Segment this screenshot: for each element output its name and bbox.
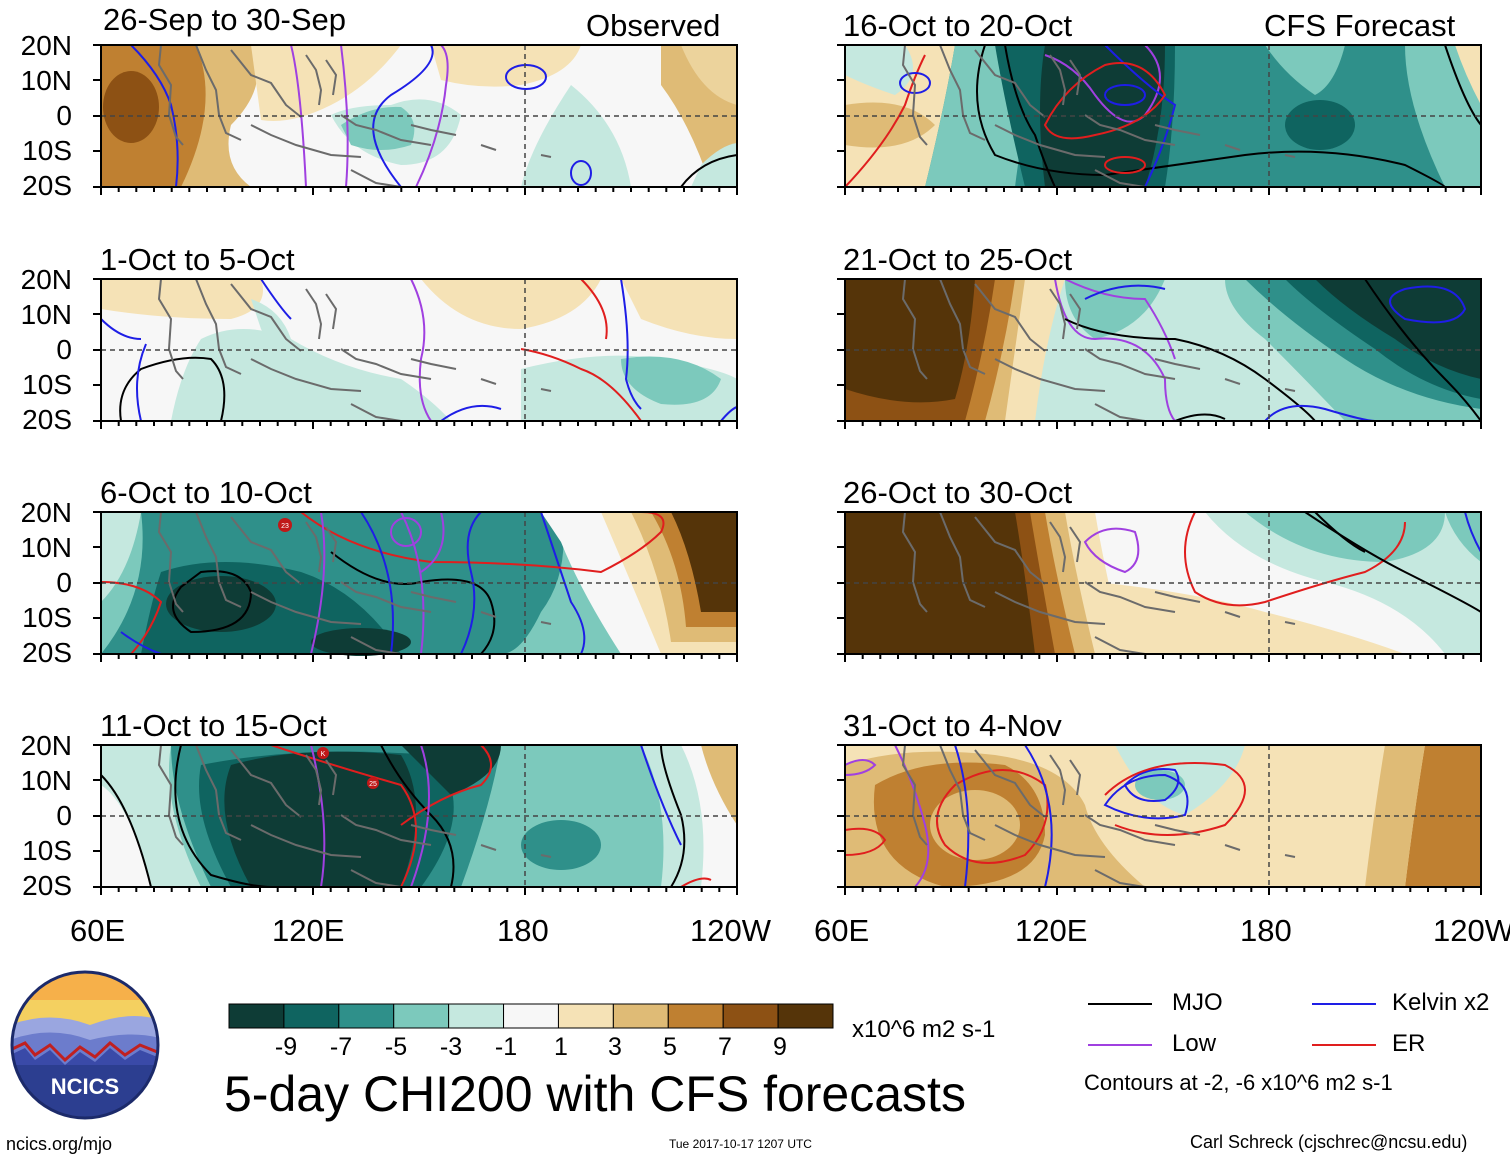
panel-2 [92, 278, 738, 430]
logo-text: NCICS [51, 1074, 119, 1099]
lon-label: 120E [272, 913, 345, 948]
legend-label: Kelvin x2 [1392, 989, 1490, 1016]
forecast-tag: CFS Forecast [1264, 8, 1456, 43]
colorbar-label: -9 [274, 1033, 298, 1061]
credit: Carl Schreck (cjschrec@ncsu.edu) [1190, 1132, 1468, 1152]
lat-label: 10S [22, 835, 72, 866]
panel-title: 21-Oct to 25-Oct [843, 242, 1073, 277]
colorbar-cell [393, 1003, 450, 1029]
lat-label: 10N [20, 65, 72, 96]
er-line-icon [1312, 1044, 1376, 1046]
legend-label: Low [1172, 1030, 1217, 1057]
colorbar-cell [228, 1003, 285, 1029]
low-line-icon [1088, 1044, 1152, 1046]
lat-label: 20N [20, 730, 72, 761]
colorbar-units: x10^6 m2 s-1 [852, 1016, 996, 1043]
main-title: 5-day CHI200 with CFS forecasts [224, 1066, 966, 1122]
lat-label: 20S [22, 404, 72, 435]
lat-label: 0 [56, 567, 72, 598]
lat-label: 0 [56, 100, 72, 131]
lat-label: 20N [20, 30, 72, 61]
panel-title: 31-Oct to 4-Nov [843, 708, 1062, 743]
lat-label: 10S [22, 602, 72, 633]
mjo-line-icon [1088, 1003, 1152, 1005]
legend-label: ER [1392, 1030, 1426, 1057]
lat-label: 20N [20, 264, 72, 295]
svg-text:K: K [321, 751, 326, 758]
colorbar-label: 7 [718, 1033, 732, 1061]
colorbar-cell [448, 1003, 505, 1029]
lon-label: 60E [814, 913, 870, 948]
lat-label: 10N [20, 765, 72, 796]
colorbar-cell [777, 1003, 834, 1029]
panel-title: 1-Oct to 5-Oct [100, 242, 295, 277]
panel-3: 23 [92, 511, 738, 663]
lat-label: 10N [20, 299, 72, 330]
colorbar-label: -1 [494, 1033, 518, 1061]
panel-title: 26-Oct to 30-Oct [843, 475, 1073, 510]
lat-label: 20S [22, 170, 72, 201]
lon-label: 120E [1015, 913, 1088, 948]
lat-label: 20N [20, 497, 72, 528]
colorbar-label: 5 [663, 1033, 677, 1061]
panel-1 [92, 44, 738, 196]
colorbar-label: 3 [608, 1033, 622, 1061]
timestamp: Tue 2017-10-17 1207 UTC [669, 1137, 812, 1151]
kelvin-line-icon [1312, 1003, 1376, 1005]
lat-label: 10S [22, 135, 72, 166]
colorbar-label: 9 [773, 1033, 787, 1061]
colorbar-cell [557, 1003, 614, 1029]
lon-label: 180 [1240, 913, 1292, 948]
panel-title: 6-Oct to 10-Oct [100, 475, 312, 510]
panel-title: 16-Oct to 20-Oct [843, 8, 1073, 43]
colorbar-cell [667, 1003, 724, 1029]
panel-title: 26-Sep to 30-Sep [103, 2, 347, 37]
lon-label: 60E [70, 913, 126, 948]
lat-label: 0 [56, 334, 72, 365]
colorbar-cell [338, 1003, 395, 1029]
panel-8 [836, 744, 1482, 896]
site-link[interactable]: ncics.org/mjo [6, 1134, 113, 1154]
lat-label: 20S [22, 637, 72, 668]
colorbar-label: -3 [439, 1033, 463, 1061]
contour-note: Contours at -2, -6 x10^6 m2 s-1 [1084, 1070, 1393, 1095]
lat-label: 10N [20, 532, 72, 563]
panel-5 [836, 44, 1482, 196]
lat-label: 0 [56, 800, 72, 831]
lon-label: 120W [1433, 915, 1510, 946]
lat-label: 10S [22, 369, 72, 400]
colorbar-cell [503, 1003, 559, 1029]
panel-7 [836, 511, 1482, 663]
legend-label: MJO [1172, 989, 1223, 1016]
colorbar-cell [612, 1003, 669, 1029]
colorbar-label: -5 [384, 1033, 408, 1061]
lon-label: 120W [690, 913, 771, 948]
colorbar [228, 1003, 834, 1029]
panel-title: 11-Oct to 15-Oct [100, 708, 327, 743]
ncics-logo: NCICS [10, 970, 160, 1120]
colorbar-label: -7 [329, 1033, 353, 1061]
colorbar-cell [722, 1003, 779, 1029]
colorbar-label: 1 [554, 1033, 568, 1061]
panel-4: K 25 [92, 744, 738, 896]
colorbar-cell [283, 1003, 340, 1029]
lon-label: 180 [497, 913, 549, 948]
panel-6 [836, 278, 1482, 430]
svg-text:23: 23 [281, 523, 289, 530]
observed-tag: Observed [586, 8, 721, 43]
lat-label: 20S [22, 870, 72, 901]
svg-text:25: 25 [369, 781, 377, 788]
